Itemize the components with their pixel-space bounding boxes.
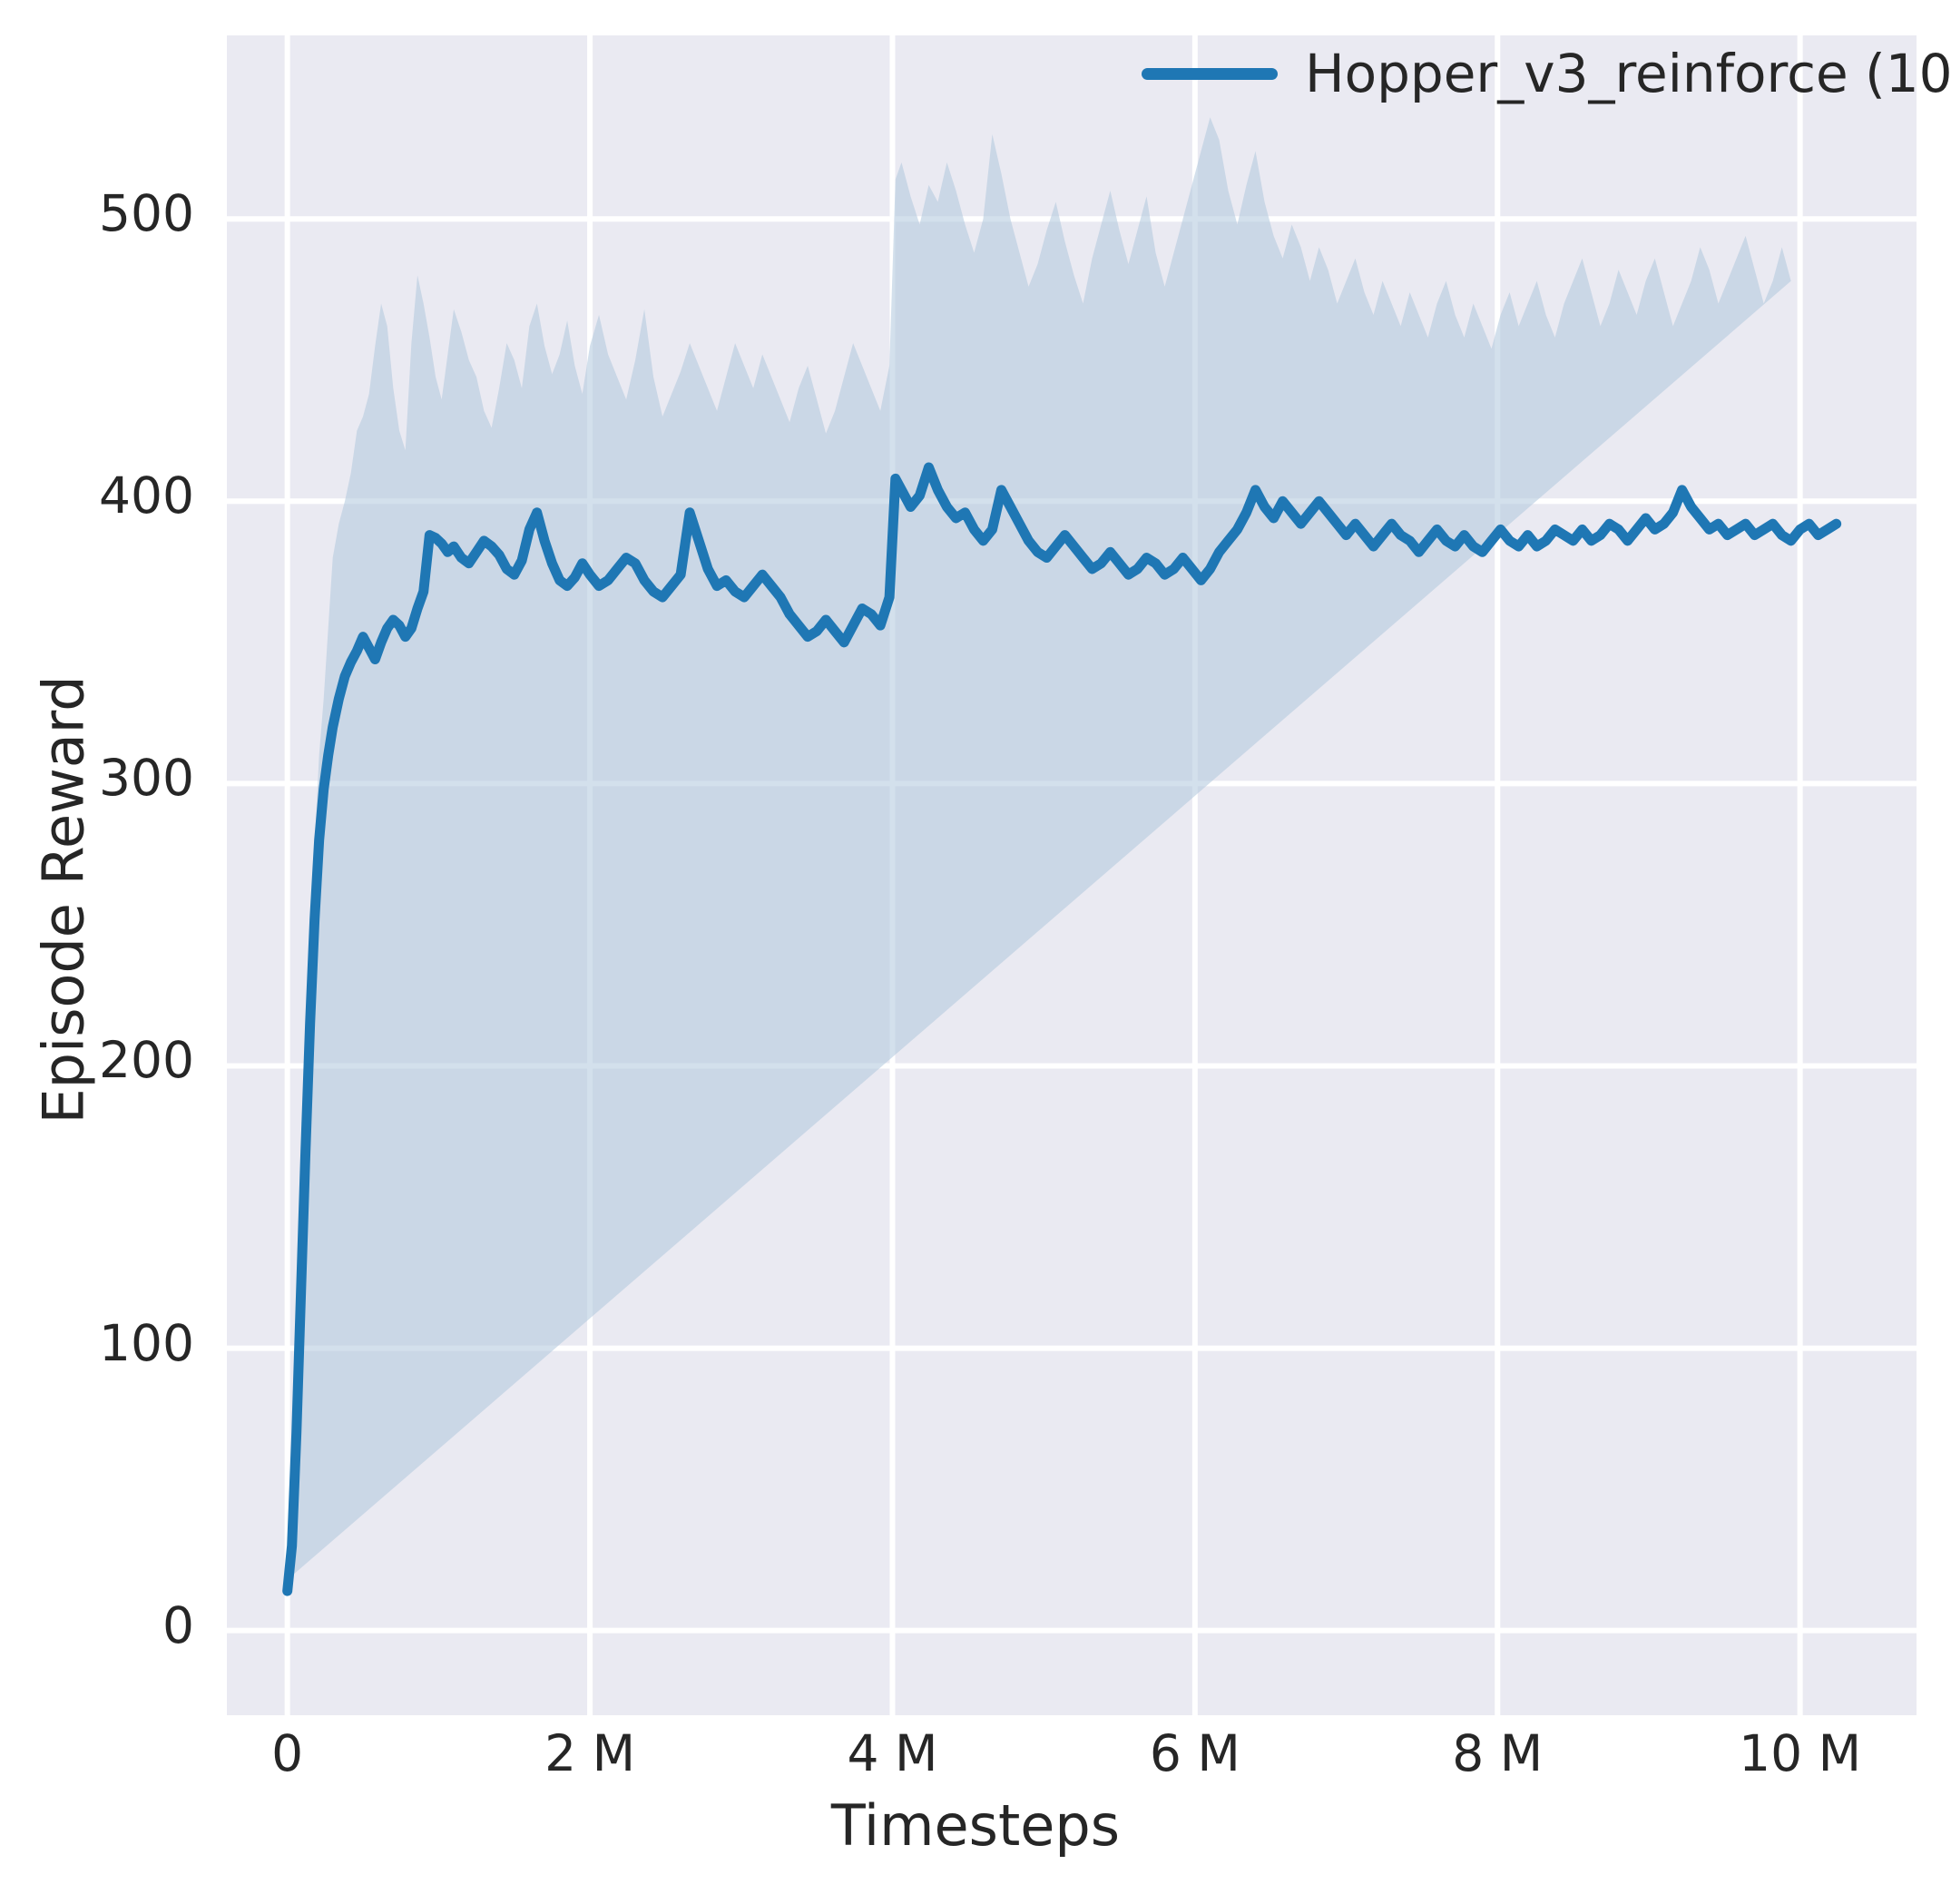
legend-label: Hopper_v3_reinforce (10) bbox=[1305, 43, 1951, 104]
x-tick-label: 8 M bbox=[1452, 1724, 1544, 1782]
x-tick-label: 4 M bbox=[847, 1724, 938, 1782]
y-tick-label: 300 bbox=[99, 749, 194, 808]
legend[interactable]: Hopper_v3_reinforce (10) bbox=[1134, 44, 1951, 103]
x-tick-label: 10 M bbox=[1739, 1724, 1862, 1782]
plot-area bbox=[227, 35, 1917, 1715]
x-axis-title: Timesteps bbox=[830, 1792, 1121, 1859]
y-tick-label: 400 bbox=[99, 466, 194, 525]
y-tick-label: 100 bbox=[99, 1313, 194, 1372]
x-tick-label: 2 M bbox=[544, 1724, 636, 1782]
x-tick-label: 0 bbox=[271, 1724, 304, 1782]
y-tick-label: 0 bbox=[162, 1595, 194, 1654]
x-tick-label: 6 M bbox=[1149, 1724, 1240, 1782]
y-tick-label: 500 bbox=[99, 184, 194, 243]
series-line bbox=[282, 462, 1842, 1596]
data-series-layer bbox=[282, 117, 1842, 1596]
legend-line-swatch bbox=[1142, 67, 1278, 80]
confidence-band bbox=[287, 117, 1791, 1580]
y-tick-label: 200 bbox=[99, 1031, 194, 1090]
y-axis-title: Episode Reward bbox=[30, 675, 97, 1124]
